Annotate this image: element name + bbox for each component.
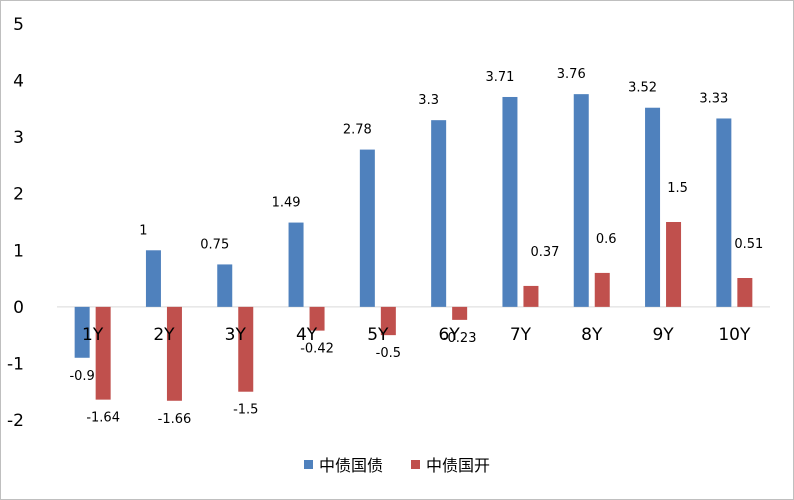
y-axis-ticks-layer: -2 -1 0 1 2 3 4 5 bbox=[7, 15, 24, 431]
bar-series-2-8Y bbox=[594, 272, 610, 307]
data-label-series-1-1Y: -0.9 bbox=[69, 369, 94, 384]
y-tick-label: -1 bbox=[7, 354, 24, 374]
x-category-label: 5Y bbox=[367, 325, 389, 345]
data-label-series-1-6Y: 3.3 bbox=[418, 93, 439, 108]
data-label-series-2-5Y: -0.5 bbox=[376, 346, 401, 361]
bar-series-2-9Y bbox=[666, 222, 682, 307]
x-category-label: 8Y bbox=[581, 325, 603, 345]
bar-series-2-2Y bbox=[166, 306, 182, 401]
bar-series-1-5Y bbox=[359, 149, 375, 307]
bar-series-2-5Y bbox=[380, 306, 396, 336]
bar-series-1-9Y bbox=[645, 107, 661, 307]
bar-series-2-10Y bbox=[737, 278, 753, 307]
data-label-series-1-9Y: 3.52 bbox=[628, 81, 657, 96]
data-label-series-2-2Y: -1.66 bbox=[158, 412, 192, 427]
data-label-series-2-4Y: -0.42 bbox=[300, 342, 334, 357]
data-label-series-1-10Y: 3.33 bbox=[699, 91, 728, 106]
bar-series-2-4Y bbox=[309, 306, 325, 331]
data-label-series-2-1Y: -1.64 bbox=[86, 411, 120, 426]
data-label-series-1-2Y: 1 bbox=[139, 223, 147, 238]
x-category-label: 6Y bbox=[439, 325, 461, 345]
data-label-series-2-10Y: 0.51 bbox=[734, 237, 763, 252]
data-label-series-2-8Y: 0.6 bbox=[596, 232, 617, 247]
bar-series-1-7Y bbox=[502, 96, 518, 307]
data-labels-layer: -0.9 -1.64 1 -1.66 0.75 -1.5 1.49 -0.42 2.78 -0.5… bbox=[69, 67, 763, 427]
data-label-series-1-4Y: 1.49 bbox=[272, 196, 301, 211]
bar-series-1-6Y bbox=[431, 120, 447, 307]
data-label-series-2-3Y: -1.5 bbox=[233, 403, 258, 418]
bar-series-2-6Y bbox=[452, 306, 468, 320]
legend-swatch-series-2 bbox=[411, 459, 420, 469]
legend-label-series-2: 中债国开 bbox=[426, 456, 491, 475]
legend-item-series-2: 中债国开 bbox=[411, 452, 490, 476]
bar-series-1-1Y bbox=[74, 306, 90, 358]
y-tick-label: 2 bbox=[13, 185, 24, 205]
y-tick-label: -2 bbox=[7, 411, 24, 431]
legend-swatch-series-1 bbox=[303, 459, 313, 469]
bar-series-1-8Y bbox=[573, 94, 589, 307]
x-category-label: 2Y bbox=[153, 325, 175, 345]
y-tick-label: 1 bbox=[13, 241, 24, 261]
data-label-series-1-7Y: 3.71 bbox=[485, 70, 514, 85]
bar-series-1-4Y bbox=[288, 222, 304, 307]
category-labels-layer: 1Y 2Y 3Y 4Y 5Y 6Y 7Y 8Y 9Y 10Y bbox=[82, 325, 751, 345]
data-label-series-2-7Y: 0.37 bbox=[530, 245, 559, 260]
y-tick-label: 3 bbox=[13, 128, 24, 148]
bar-chart: -0.9 -1.64 1 -1.66 0.75 -1.5 1.49 -0.42 2.78 -0.5… bbox=[7, 15, 770, 431]
x-category-label: 1Y bbox=[82, 325, 104, 345]
x-category-label: 4Y bbox=[296, 325, 318, 345]
x-category-label: 7Y bbox=[510, 325, 532, 345]
y-tick-label: 0 bbox=[13, 298, 24, 318]
data-label-series-2-9Y: 1.5 bbox=[667, 181, 688, 196]
bars-layer bbox=[74, 94, 753, 401]
legend-label-series-1: 中债国债 bbox=[318, 456, 383, 475]
bar-series-2-3Y bbox=[238, 306, 254, 392]
bar-series-2-7Y bbox=[523, 285, 539, 307]
bar-series-1-10Y bbox=[716, 118, 732, 307]
data-label-series-1-8Y: 3.76 bbox=[557, 67, 586, 82]
bar-series-1-3Y bbox=[217, 264, 233, 307]
y-tick-label: 5 bbox=[13, 15, 24, 35]
bar-series-2-1Y bbox=[95, 306, 111, 400]
legend-item-series-1: 中债国债 bbox=[303, 452, 383, 476]
x-category-label: 9Y bbox=[652, 325, 674, 345]
data-label-series-2-6Y: -0.23 bbox=[443, 331, 477, 346]
x-category-label: 10Y bbox=[718, 325, 751, 345]
legend: 中债国债 中债国开 bbox=[0, 452, 794, 476]
bar-series-1-2Y bbox=[145, 250, 161, 307]
data-label-series-1-5Y: 2.78 bbox=[343, 123, 372, 138]
y-tick-label: 4 bbox=[13, 72, 24, 92]
x-category-label: 3Y bbox=[225, 325, 247, 345]
data-label-series-1-3Y: 0.75 bbox=[200, 237, 229, 252]
